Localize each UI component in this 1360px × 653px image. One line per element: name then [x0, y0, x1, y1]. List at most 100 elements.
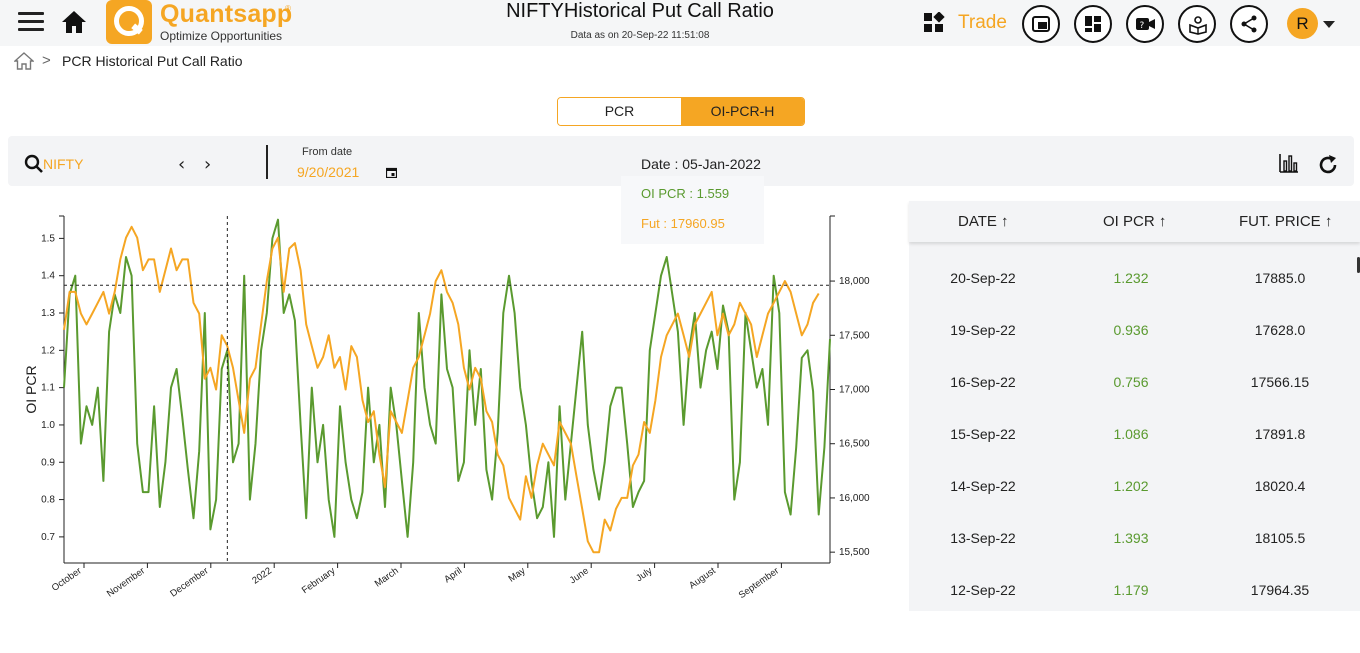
y-left-tick-label: 0.7 [41, 532, 55, 543]
table-row[interactable]: 14-Sep-22 1.202 18020.4 [909, 461, 1360, 513]
table-scrollbar[interactable] [1357, 257, 1360, 273]
page-title: NIFTYHistorical Put Call Ratio [506, 0, 774, 22]
brand-tagline: Optimize Opportunities [160, 29, 283, 43]
row-oi-pcr: 0.936 [1113, 322, 1149, 338]
breadcrumb-home-icon[interactable] [14, 52, 34, 70]
sort-date-header[interactable]: DATE ↑ [958, 213, 1009, 230]
dashboard-icon [1085, 16, 1101, 32]
brand-logo-icon[interactable] [106, 0, 152, 44]
oi-pcr-series-line [63, 218, 831, 538]
row-oi-pcr: 1.202 [1113, 478, 1149, 494]
chevron-right-icon[interactable]: › [204, 154, 212, 175]
user-avatar[interactable]: R [1287, 8, 1318, 39]
breadcrumb-current: PCR Historical Put Call Ratio [62, 53, 243, 69]
row-oi-pcr: 1.393 [1113, 530, 1149, 546]
from-date-label: From date [302, 146, 353, 158]
filter-divider [266, 145, 268, 179]
svg-text:?: ? [1140, 21, 1145, 31]
y-right-tick-label: 16,500 [839, 439, 870, 450]
y-left-tick-label: 1.5 [41, 233, 55, 244]
table-row[interactable]: 19-Sep-22 0.936 17628.0 [909, 305, 1360, 357]
row-fut-price: 17964.35 [1250, 582, 1310, 598]
window-icon [1032, 16, 1050, 32]
oi-pcr-chart[interactable]: 0.7 0.8 0.9 1.0 1.1 1.2 1.3 1.4 1.5 15,500 16,000 1… [0, 196, 900, 611]
bar-chart-icon[interactable] [1279, 153, 1299, 173]
video-help-button[interactable]: ? [1126, 5, 1164, 43]
trade-grid-icon[interactable] [923, 12, 945, 34]
row-date: 19-Sep-22 [950, 322, 1016, 338]
dashboard-button[interactable] [1074, 5, 1112, 43]
row-date: 13-Sep-22 [950, 530, 1016, 546]
brand-name: Quantsapp [160, 0, 293, 28]
table-row[interactable]: 20-Sep-22 1.232 17885.0 [909, 253, 1360, 305]
view-toggle: PCR OI-PCR-H [557, 97, 805, 126]
y-left-tick-label: 1.1 [41, 383, 55, 394]
tab-pcr[interactable]: PCR [558, 98, 681, 125]
share-button[interactable] [1230, 5, 1268, 43]
chart-tooltip: OI PCR : 1.559 Fut : 17960.95 [621, 176, 764, 244]
y-right-tick-label: 18,000 [839, 276, 870, 287]
home-icon[interactable] [60, 9, 88, 35]
chevron-left-icon[interactable]: ‹ [178, 154, 186, 175]
y-right-tick-label: 17,500 [839, 330, 870, 341]
from-date-input[interactable]: 9/20/2021 [297, 164, 360, 180]
table-row[interactable]: 16-Sep-22 0.756 17566.15 [909, 357, 1360, 409]
x-tick-label: May [507, 565, 528, 584]
y-left-tick-label: 1.4 [41, 271, 55, 282]
caret-down-icon[interactable] [1323, 21, 1335, 28]
sort-fut-price-header[interactable]: FUT. PRICE ↑ [1239, 213, 1333, 230]
y-left-tick-label: 1.0 [41, 420, 55, 431]
row-fut-price: 17885.0 [1254, 270, 1306, 286]
x-tick-label: 2022 [250, 565, 274, 586]
row-date: 14-Sep-22 [950, 478, 1016, 494]
table-row[interactable]: 12-Sep-22 1.179 17964.35 [909, 565, 1360, 617]
symbol-search-input[interactable]: NIFTY [43, 156, 84, 172]
table-row[interactable]: 15-Sep-22 1.086 17891.8 [909, 409, 1360, 461]
fut-series-line [63, 225, 820, 554]
search-icon[interactable] [24, 154, 44, 174]
row-fut-price: 17891.8 [1254, 426, 1306, 442]
row-date: 12-Sep-22 [950, 582, 1016, 598]
y-left-tick-label: 1.2 [41, 345, 55, 356]
x-tick-label: February [300, 565, 338, 596]
y-right-tick-label: 17,000 [839, 385, 870, 396]
row-oi-pcr: 1.179 [1113, 582, 1149, 598]
y-axis-label: OI PCR [23, 365, 39, 413]
x-tick-label: December [168, 565, 210, 599]
calendar-icon[interactable] [386, 167, 397, 178]
sort-oi-pcr-header[interactable]: OI PCR ↑ [1103, 213, 1167, 230]
learn-button[interactable] [1178, 5, 1216, 43]
tooltip-oi-pcr: OI PCR : 1.559 [641, 186, 730, 201]
window-button[interactable] [1022, 5, 1060, 43]
y-left-tick-label: 0.8 [41, 495, 55, 506]
row-oi-pcr: 1.086 [1113, 426, 1149, 442]
hamburger-menu-icon[interactable] [18, 12, 44, 32]
table-row[interactable]: 13-Sep-22 1.393 18105.5 [909, 513, 1360, 565]
refresh-icon[interactable] [1317, 154, 1339, 176]
share-icon [1241, 15, 1257, 33]
trade-link[interactable]: Trade [958, 12, 1007, 33]
y-right-tick-label: 15,500 [839, 547, 870, 558]
row-date: 15-Sep-22 [950, 426, 1016, 442]
x-tick-label: July [634, 565, 654, 584]
learning-icon [1189, 16, 1207, 35]
x-tick-label: August [687, 565, 718, 591]
row-fut-price: 17628.0 [1254, 322, 1306, 338]
tooltip-fut: Fut : 17960.95 [641, 216, 725, 231]
tab-oi-pcr-h[interactable]: OI-PCR-H [681, 98, 804, 125]
table-header: DATE ↑ OI PCR ↑ FUT. PRICE ↑ [909, 201, 1360, 242]
y-right-tick-label: 16,000 [839, 493, 870, 504]
x-tick-label: September [737, 565, 781, 601]
row-fut-price: 18020.4 [1254, 478, 1306, 494]
x-tick-label: April [442, 565, 464, 585]
row-oi-pcr: 0.756 [1113, 374, 1149, 390]
pcr-table: DATE ↑ OI PCR ↑ FUT. PRICE ↑ 20-Sep-22 1.… [909, 201, 1360, 611]
selected-date-readout: Date : 05-Jan-2022 [641, 156, 761, 172]
row-fut-price: 17566.15 [1250, 374, 1310, 390]
row-oi-pcr: 1.232 [1113, 270, 1149, 286]
row-date: 16-Sep-22 [950, 374, 1016, 390]
y-left-tick-label: 1.3 [41, 308, 55, 319]
data-timestamp: Data as on 20-Sep-22 11:51:08 [570, 30, 710, 41]
breadcrumb-chevron-icon: > [42, 52, 51, 69]
row-date: 20-Sep-22 [950, 270, 1016, 286]
